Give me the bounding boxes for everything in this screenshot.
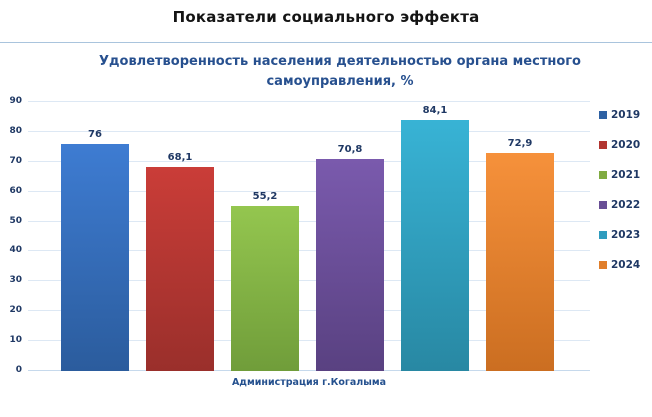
legend-item-2023: 2023: [599, 228, 640, 241]
bar-2020: [146, 167, 214, 371]
bar-value-label-2023: 84,1: [422, 105, 448, 116]
gridline-10: [28, 340, 590, 341]
legend-item-2022: 2022: [599, 198, 640, 211]
gridline-20: [28, 310, 590, 311]
separator-line: [0, 42, 652, 43]
gridline-90: [28, 101, 590, 102]
legend-label: 2019: [611, 108, 641, 121]
legend-label: 2023: [611, 228, 641, 241]
y-tick-label-40: 40: [9, 245, 22, 255]
gridline-0: [28, 370, 590, 371]
bar-value-label-2021: 55,2: [252, 191, 278, 202]
legend-label: 2021: [611, 168, 641, 181]
gridline-30: [28, 280, 590, 281]
y-tick-label-30: 30: [9, 275, 22, 285]
plot-area: 76 68,1 55,2 70,8 84,1 72,9: [28, 101, 590, 371]
legend-item-2024: 2024: [599, 258, 640, 271]
y-tick-label-50: 50: [9, 216, 22, 226]
gridline-80: [28, 131, 590, 132]
gridline-50: [28, 221, 590, 222]
legend-marker-icon: [599, 170, 607, 179]
bar-2022: [316, 159, 384, 371]
bar-2019: [61, 144, 129, 371]
legend-label: 2020: [611, 138, 641, 151]
page-title: Показатели социального эффекта: [172, 8, 480, 26]
y-tick-label-70: 70: [9, 156, 22, 166]
legend-marker-icon: [599, 200, 607, 209]
y-tick-label-0: 0: [15, 365, 22, 375]
legend-item-2019: 2019: [599, 108, 640, 121]
y-tick-label-20: 20: [9, 305, 22, 315]
gridline-40: [28, 250, 590, 251]
gridline-60: [28, 191, 590, 192]
bar-value-label-2022: 70,8: [337, 144, 363, 155]
legend: 2019 2020 2021 2022 2023 2024: [599, 108, 640, 271]
legend-marker-icon: [599, 260, 607, 269]
legend-marker-icon: [599, 140, 607, 149]
legend-label: 2022: [611, 198, 641, 211]
chart-title-line-1: Удовлетворенность населения деятельность…: [99, 54, 581, 69]
legend-label: 2024: [611, 258, 641, 271]
y-axis: 0 10 20 30 40 50 60 70 80 90: [0, 96, 24, 375]
legend-item-2020: 2020: [599, 138, 640, 151]
y-tick-label-80: 80: [9, 126, 22, 136]
x-axis-category-label: Администрация г.Когалыма: [231, 377, 387, 388]
y-tick-label-10: 10: [9, 335, 22, 345]
chart-title: Удовлетворенность населения деятельность…: [28, 52, 652, 92]
legend-marker-icon: [599, 230, 607, 239]
legend-item-2021: 2021: [599, 168, 640, 181]
y-tick-label-60: 60: [9, 186, 22, 196]
bar-2021: [231, 206, 299, 371]
legend-marker-icon: [599, 110, 607, 119]
chart-title-line-2: самоуправления, %: [266, 74, 414, 89]
bar-value-label-2024: 72,9: [507, 138, 533, 149]
bar-2024: [486, 153, 554, 371]
y-tick-label-90: 90: [9, 96, 22, 106]
gridline-70: [28, 161, 590, 162]
bar-value-label-2019: 76: [88, 129, 102, 140]
bar-2023: [401, 120, 469, 371]
bar-value-label-2020: 68,1: [167, 152, 193, 163]
